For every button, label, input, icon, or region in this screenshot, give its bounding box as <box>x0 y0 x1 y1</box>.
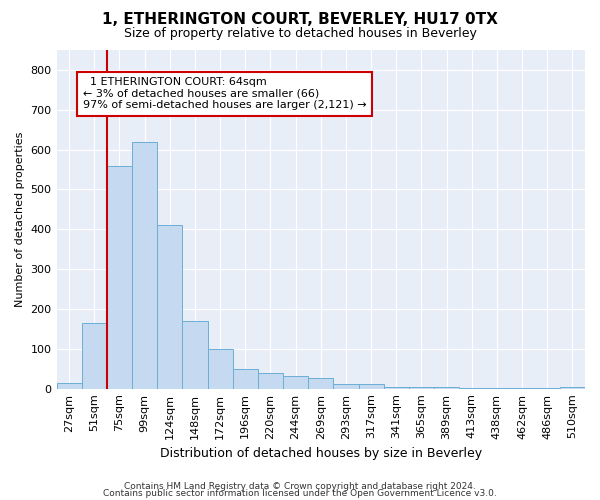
Bar <box>334 384 359 388</box>
Bar <box>560 386 585 388</box>
Text: 1 ETHERINGTON COURT: 64sqm  
← 3% of detached houses are smaller (66)
97% of sem: 1 ETHERINGTON COURT: 64sqm ← 3% of detac… <box>83 77 367 110</box>
Bar <box>258 372 283 388</box>
Y-axis label: Number of detached properties: Number of detached properties <box>15 132 25 307</box>
X-axis label: Distribution of detached houses by size in Beverley: Distribution of detached houses by size … <box>160 447 482 460</box>
Bar <box>359 384 383 388</box>
Text: Contains HM Land Registry data © Crown copyright and database right 2024.: Contains HM Land Registry data © Crown c… <box>124 482 476 491</box>
Bar <box>82 323 107 388</box>
Bar <box>233 369 258 388</box>
Text: Size of property relative to detached houses in Beverley: Size of property relative to detached ho… <box>124 28 476 40</box>
Bar <box>308 378 334 388</box>
Bar <box>409 386 434 388</box>
Bar <box>157 226 182 388</box>
Text: Contains public sector information licensed under the Open Government Licence v3: Contains public sector information licen… <box>103 490 497 498</box>
Bar <box>56 382 82 388</box>
Bar <box>107 166 132 388</box>
Bar <box>383 386 409 388</box>
Bar <box>208 349 233 389</box>
Text: 1, ETHERINGTON COURT, BEVERLEY, HU17 0TX: 1, ETHERINGTON COURT, BEVERLEY, HU17 0TX <box>102 12 498 28</box>
Bar <box>283 376 308 388</box>
Bar <box>182 321 208 388</box>
Bar <box>132 142 157 388</box>
